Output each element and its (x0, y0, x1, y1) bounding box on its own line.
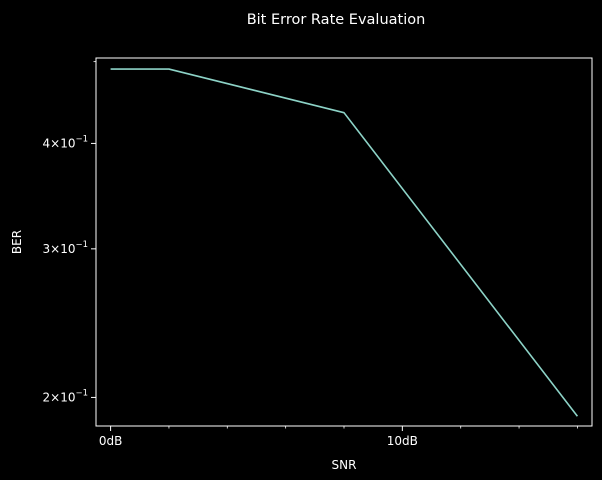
y-axis: 4×10−1 3×10−1 2×10−1 (43, 61, 96, 404)
series-layer (110, 68, 579, 417)
y-axis-label: BER (10, 230, 24, 254)
y-tick-label: 2×10−1 (43, 388, 89, 404)
x-tick-label: 0dB (99, 434, 122, 448)
y-tick-label: 3×10−1 (43, 240, 89, 256)
chart-title: Bit Error Rate Evaluation (247, 12, 426, 28)
x-axis: 0dB 10dB (99, 426, 578, 448)
x-axis-label: SNR (332, 458, 357, 472)
y-tick-label: 4×10−1 (43, 134, 89, 150)
x-tick-label: 10dB (387, 434, 418, 448)
ber-series-line (110, 68, 579, 417)
